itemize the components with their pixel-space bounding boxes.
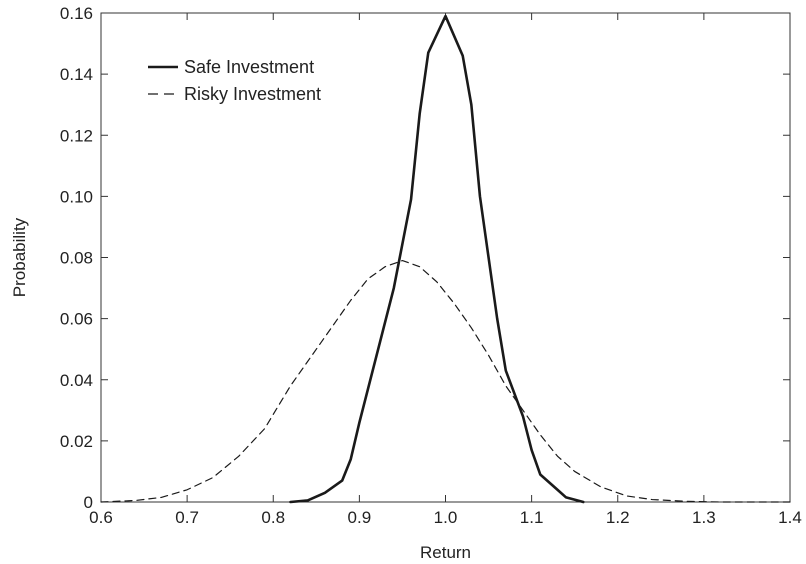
y-tick-label: 0.02 [60,432,93,451]
x-tick-label: 1.1 [520,508,544,527]
x-tick-label: 1.3 [692,508,716,527]
y-tick-label: 0.06 [60,310,93,329]
x-tick-label: 0.6 [89,508,113,527]
x-tick-label: 1.0 [434,508,458,527]
series-layer [100,14,791,504]
y-tick-label: 0.12 [60,126,93,145]
y-tick-label: 0.10 [60,187,93,206]
x-tick-label: 0.9 [348,508,372,527]
y-tick-label: 0.08 [60,249,93,268]
x-tick-label: 1.2 [606,508,630,527]
x-axis-title: Return [420,543,471,562]
x-axis: 0.6 0.7 0.8 0.9 1.0 1.1 1.2 1.3 1.4 [89,13,802,527]
y-axis-title: Probability [10,217,29,297]
legend-label: Safe Investment [184,57,314,77]
y-tick-label: 0 [84,493,93,512]
y-axis: 0 0.02 0.04 0.06 0.08 0.10 0.12 0.14 0.16 [60,4,790,512]
risky-investment-line [100,259,791,503]
x-tick-label: 0.8 [261,508,285,527]
x-tick-label: 0.7 [175,508,199,527]
y-tick-label: 0.14 [60,65,93,84]
x-tick-label: 1.4 [778,508,802,527]
y-tick-label: 0.16 [60,4,93,23]
safe-investment-line [289,14,585,504]
legend: Safe Investment Risky Investment [148,57,321,104]
legend-label: Risky Investment [184,84,321,104]
y-tick-label: 0.04 [60,371,93,390]
